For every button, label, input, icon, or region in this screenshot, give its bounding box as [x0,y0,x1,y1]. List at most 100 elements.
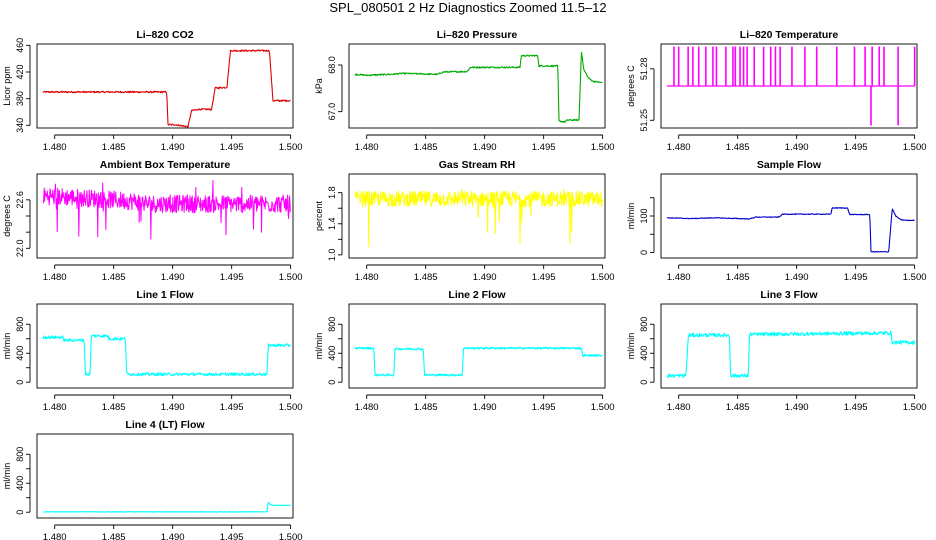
x-tick-label: 1.480 [355,272,379,283]
y-axis-label: ml/min [2,333,12,360]
chart-panel-7: Line 1 Flow 1.480 1.485 1.490 1.495 1.500 0 400… [2,289,303,413]
y-tick-label: 68.0 [327,56,337,74]
x-tick-label: 1.485 [726,142,750,153]
x-tick-label: 1.500 [279,272,303,283]
x-tick-label: 1.490 [473,272,497,283]
x-tick-label: 1.490 [473,142,497,153]
data-layer [42,180,291,240]
x-tick-label: 1.490 [785,402,809,413]
plot-frame [348,303,606,389]
data-layer [666,330,916,378]
plot-frame [660,43,918,129]
y-tick-label: 0 [327,380,337,385]
x-tick-label: 1.500 [279,142,303,153]
x-tick-label: 1.480 [43,272,67,283]
y-tick-label: 0 [639,250,649,255]
data-layer [42,501,291,513]
y-tick-label: 400 [15,346,25,361]
plot-frame [660,303,918,389]
y-tick-label: 800 [15,317,25,332]
x-tick-label: 1.500 [591,142,615,153]
x-tick-label: 1.500 [903,142,927,153]
x-tick-label: 1.495 [532,272,556,283]
data-layer [42,49,291,128]
x-tick-label: 1.480 [355,402,379,413]
y-tick-label: 400 [15,476,25,491]
plot-frame [36,43,294,129]
x-tick-label: 1.495 [220,402,244,413]
y-axis-label: kPa [314,78,324,94]
x-tick-label: 1.490 [785,272,809,283]
chart-title: Gas Stream RH [439,159,515,171]
x-tick-label: 1.490 [473,402,497,413]
series-line [354,51,603,123]
chart-title: Line 4 (LT) Flow [125,419,205,431]
x-tick-label: 1.500 [591,272,615,283]
y-tick-label: 400 [327,346,337,361]
x-tick-label: 1.495 [532,402,556,413]
y-axis-label: ml/min [2,463,12,490]
y-tick-label: 0 [639,380,649,385]
series-line [666,330,916,378]
y-tick-label: 100 [639,208,649,223]
x-tick-label: 1.490 [161,272,185,283]
data-layer [354,51,603,123]
plot-frame [36,173,294,259]
chart-title: Line 2 Flow [448,289,506,301]
x-tick-label: 1.480 [667,272,691,283]
chart-title: Ambient Box Temperature [100,159,231,171]
chart-title: Li–820 CO2 [136,29,193,41]
x-tick-label: 1.485 [414,272,438,283]
series-line [42,334,291,377]
y-tick-label: 22.6 [15,191,25,209]
series-line [666,207,915,253]
x-tick-label: 1.500 [279,402,303,413]
x-tick-label: 1.490 [161,142,185,153]
y-tick-label: 1.0 [327,249,337,262]
chart-panel-5: Gas Stream RH 1.480 1.485 1.490 1.495 1.500 1.… [314,159,615,283]
x-tick-label: 1.500 [903,402,927,413]
y-tick-label: 51.25 [639,109,649,132]
x-tick-label: 1.500 [279,532,303,540]
chart-panel-3: Li–820 Temperature 1.480 1.485 1.490 1.495 1.… [626,29,927,153]
x-tick-label: 1.485 [102,532,126,540]
y-axis-label: degrees C [626,65,636,107]
series-line [354,346,603,377]
y-tick-label: 460 [15,38,25,53]
x-tick-label: 1.495 [532,142,556,153]
x-tick-label: 1.500 [591,402,615,413]
data-layer [354,188,603,248]
chart-panel-9: Line 3 Flow 1.480 1.485 1.490 1.495 1.500 0 400… [626,289,927,413]
x-tick-label: 1.495 [220,142,244,153]
data-layer [42,334,291,377]
y-tick-label: 380 [15,91,25,106]
chart-title: Line 3 Flow [760,289,818,301]
y-tick-label: 0 [15,510,25,515]
y-axis-label: Licor ppm [2,66,12,106]
x-tick-label: 1.495 [844,272,868,283]
chart-title: Li–820 Temperature [740,29,839,41]
y-axis-label: degrees C [2,195,12,237]
x-tick-label: 1.500 [903,272,927,283]
y-tick-label: 51.28 [639,58,649,81]
chart-title: Line 1 Flow [136,289,194,301]
x-tick-label: 1.480 [355,142,379,153]
chart-panel-2: Li–820 Pressure 1.480 1.485 1.490 1.495 1.500… [314,29,615,153]
data-layer [666,46,916,126]
x-tick-label: 1.480 [43,402,67,413]
chart-title: Sample Flow [757,159,822,171]
plot-frame [36,303,294,389]
y-tick-label: 1.8 [327,186,337,199]
x-tick-label: 1.485 [102,402,126,413]
x-tick-label: 1.485 [726,272,750,283]
y-tick-label: 22.0 [15,240,25,258]
chart-panel-10: Line 4 (LT) Flow 1.480 1.485 1.490 1.495 1.50… [2,419,303,540]
series-line [42,49,291,128]
x-tick-label: 1.485 [102,142,126,153]
plot-frame [660,173,918,259]
y-axis-label: ml/min [626,333,636,360]
plot-frame [348,173,606,259]
series-line [42,180,291,240]
x-tick-label: 1.490 [161,402,185,413]
plot-frame [348,43,606,129]
